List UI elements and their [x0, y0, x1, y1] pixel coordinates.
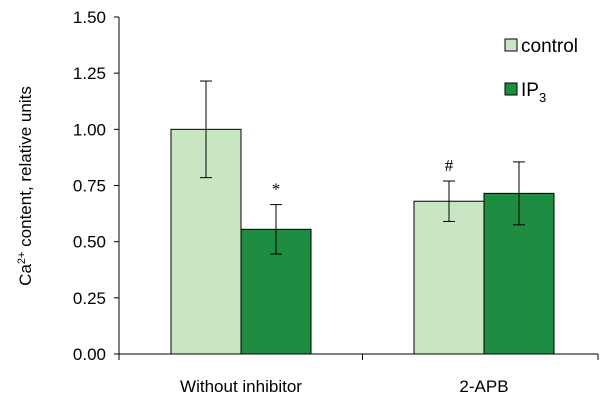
- y-tick-label: 0.00: [73, 345, 106, 364]
- category-label: Without inhibitor: [180, 377, 302, 396]
- y-tick-label: 0.50: [73, 233, 106, 252]
- legend: control IP3: [504, 36, 578, 105]
- legend-entry-ip3: IP3: [504, 80, 546, 105]
- legend-swatch-control: [504, 38, 518, 52]
- legend-label-ip3: IP3: [521, 80, 546, 105]
- category-label: 2-APB: [459, 377, 508, 396]
- y-tick-label: 0.25: [73, 289, 106, 308]
- significance-annotations: *#: [272, 156, 454, 199]
- legend-entry-control: control: [504, 36, 578, 57]
- category-labels: Without inhibitor 2-APB: [180, 377, 509, 396]
- y-tick-label: 1.50: [73, 8, 106, 27]
- y-tick-label: 1.00: [73, 120, 106, 139]
- y-tick-label: 1.25: [73, 64, 106, 83]
- significance-mark: #: [445, 156, 454, 175]
- y-tick-label: 0.75: [73, 177, 106, 196]
- y-axis-label: Ca2+ content, relative units: [16, 86, 35, 286]
- bars: [170, 128, 555, 355]
- y-tick-labels: 0.00 0.25 0.50 0.75 1.00 1.25 1.50: [73, 8, 106, 364]
- legend-swatch-ip3: [504, 82, 518, 96]
- legend-label-control: control: [521, 36, 578, 57]
- error-bars: [200, 80, 525, 255]
- bar-control: [413, 200, 485, 355]
- significance-mark: *: [272, 180, 281, 199]
